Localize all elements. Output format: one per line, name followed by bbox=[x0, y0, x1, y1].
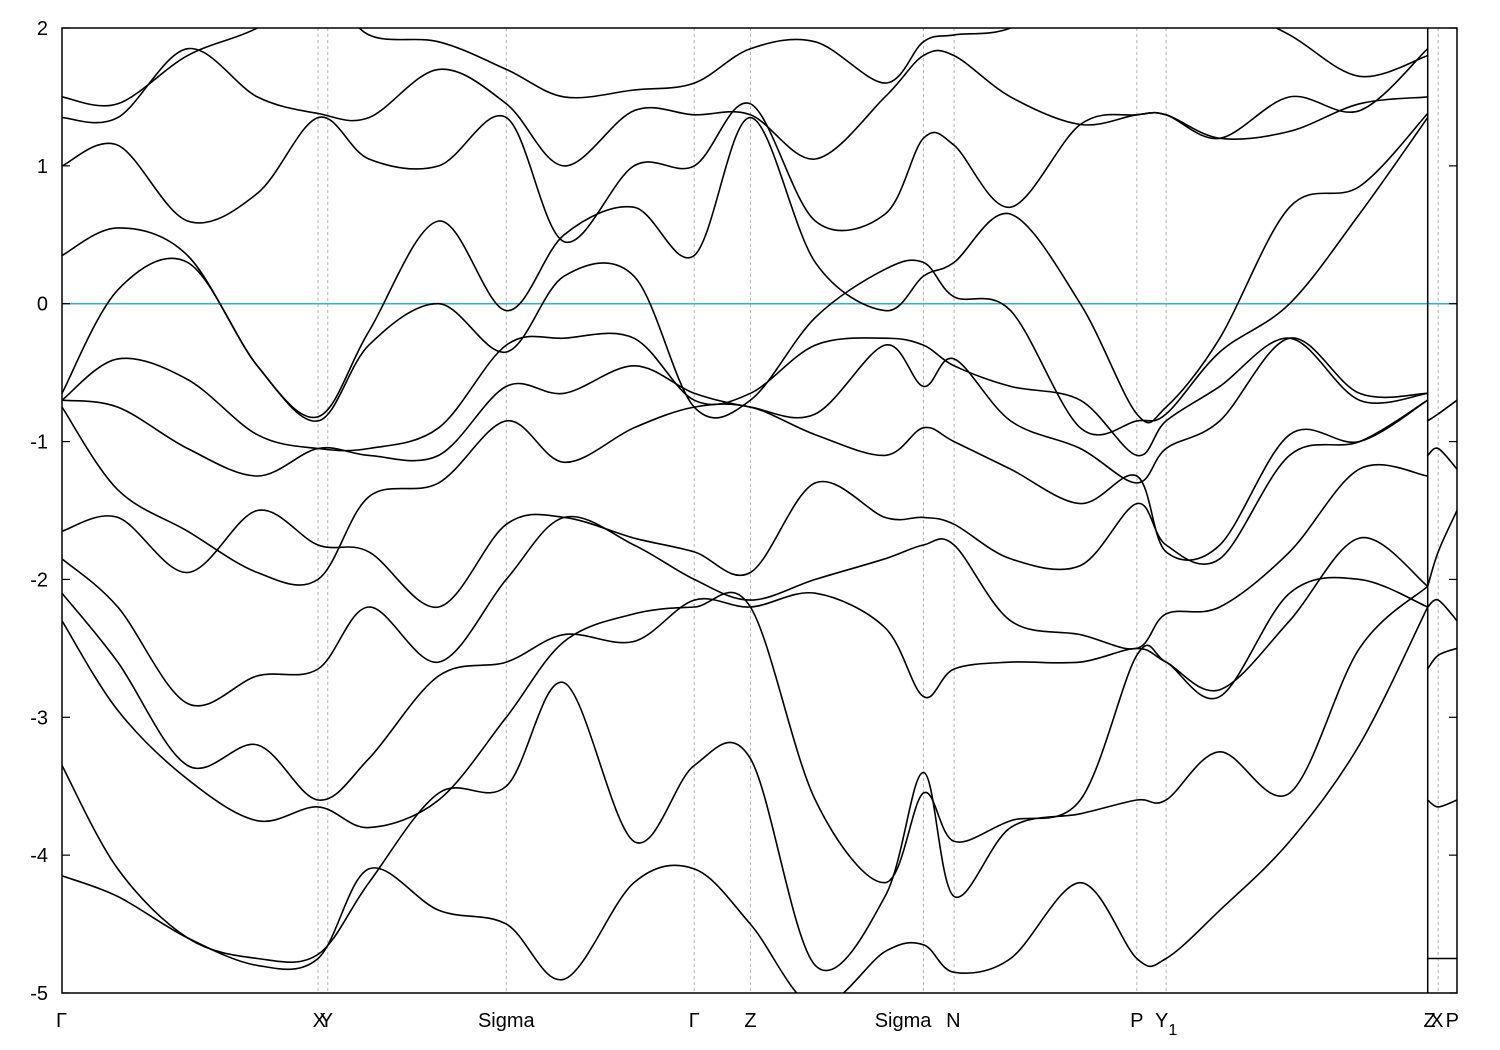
x-tick-label: Γ bbox=[56, 1010, 67, 1032]
y-tick-label: -3 bbox=[30, 707, 48, 729]
band-segment-2 bbox=[1426, 799, 1457, 808]
band-segment-4 bbox=[1426, 598, 1457, 622]
x-tick-label: P bbox=[1130, 1010, 1143, 1032]
x-tick-label: X bbox=[313, 1010, 326, 1032]
x-tick-label: Γ bbox=[689, 1010, 700, 1032]
band-5 bbox=[62, 463, 1429, 707]
band-4 bbox=[62, 537, 1429, 801]
band-segment-7 bbox=[1426, 399, 1457, 422]
band-lines bbox=[62, 28, 1457, 993]
band-14 bbox=[62, 28, 1429, 107]
y-tick-label: -5 bbox=[30, 983, 48, 1005]
x-tick-label: Y bbox=[320, 1010, 333, 1032]
y-tick-label: -2 bbox=[30, 569, 48, 591]
x-tick-label: P bbox=[1446, 1010, 1459, 1032]
y-tick-label: 0 bbox=[37, 294, 48, 316]
band-11 bbox=[62, 112, 1429, 424]
high-symmetry-lines bbox=[317, 28, 1439, 993]
y-axis-ticks: 2 1 0 -1 -2 -3 -4 -5 bbox=[30, 18, 1457, 1005]
x-tick-label: Z bbox=[744, 1010, 756, 1032]
band-9 bbox=[62, 332, 1429, 457]
band-12 bbox=[62, 96, 1429, 243]
band-2 bbox=[62, 585, 1429, 972]
x-tick-label: Y1 bbox=[1155, 1010, 1177, 1039]
y-tick-label: -1 bbox=[30, 432, 48, 454]
band-8 bbox=[62, 337, 1429, 484]
x-tick-label: Sigma bbox=[875, 1010, 933, 1032]
band-segment-6 bbox=[1426, 447, 1457, 470]
band-7 bbox=[62, 399, 1429, 586]
band-3 bbox=[62, 576, 1429, 884]
band-1 bbox=[62, 606, 1429, 993]
y-tick-label: 1 bbox=[37, 156, 48, 178]
x-tick-label: X bbox=[1430, 1010, 1443, 1032]
plot-frame bbox=[61, 27, 1458, 994]
x-tick-label: Sigma bbox=[478, 1010, 536, 1032]
band-segment-3 bbox=[1426, 647, 1457, 670]
band-6 bbox=[62, 399, 1429, 608]
band-segment-5 bbox=[1426, 509, 1457, 588]
x-tick-label: Z bbox=[1423, 1010, 1435, 1032]
band-10 bbox=[62, 116, 1429, 436]
x-tick-label: N bbox=[946, 1010, 960, 1032]
x-axis-ticks: Γ XY Sigma Γ Z Sigma N P Y1 ZX P bbox=[56, 1010, 1459, 1039]
y-tick-label: 2 bbox=[37, 18, 48, 40]
band-13 bbox=[62, 47, 1429, 167]
y-tick-label: -4 bbox=[30, 845, 48, 867]
